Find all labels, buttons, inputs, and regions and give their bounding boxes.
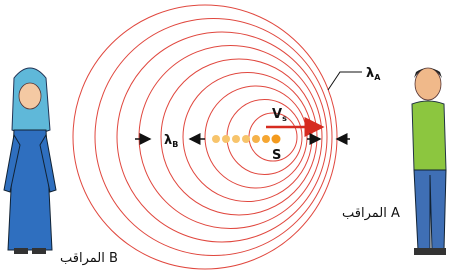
- doppler-diagram: Vs S λB λA المراقب B المراقب A: [0, 0, 451, 274]
- source-positions: [212, 135, 281, 144]
- wavefronts: [73, 5, 337, 269]
- source-label: S: [272, 148, 281, 163]
- lambda-b-label: λB: [164, 133, 178, 149]
- wavefront: [117, 32, 327, 242]
- leader-line: [328, 72, 362, 90]
- lambda-a-label: λA: [366, 66, 381, 82]
- observer-b-figure: [4, 68, 56, 254]
- observer-b-label: المراقب B: [60, 251, 118, 266]
- velocity-label: Vs: [272, 107, 287, 123]
- observer-a-figure: [412, 68, 446, 255]
- observer-a-label: المراقب A: [342, 206, 400, 221]
